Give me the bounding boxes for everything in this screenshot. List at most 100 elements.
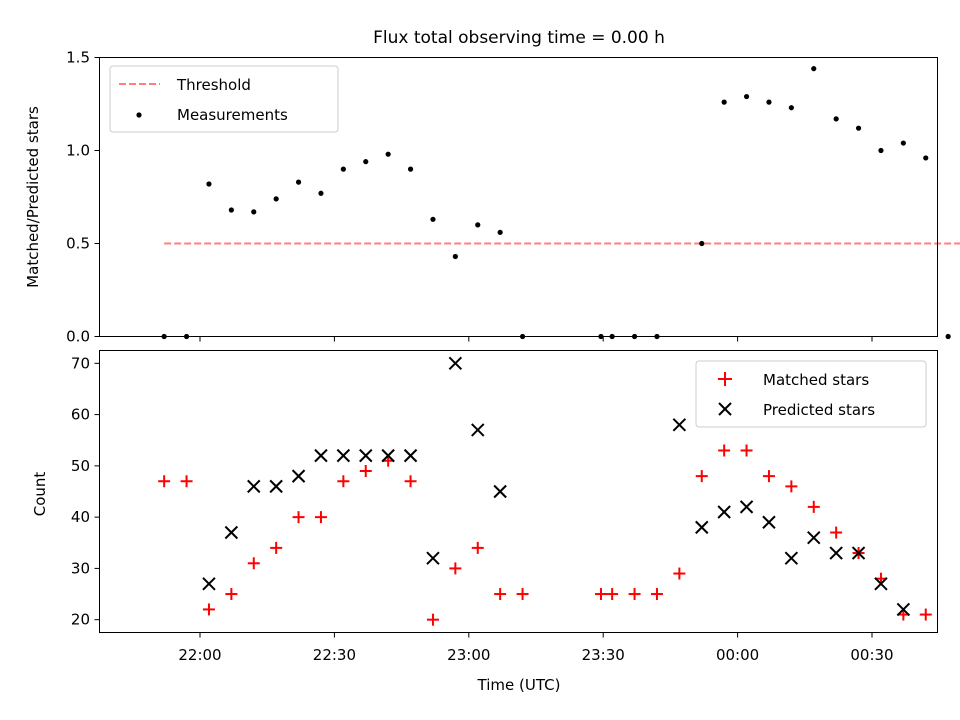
measurement-point-21 xyxy=(699,240,705,247)
top-panel-y-ticks: 0.0 0.5 1.0 1.5 xyxy=(66,49,100,346)
measurement-point-8 xyxy=(340,166,346,172)
predicted-point-7 xyxy=(359,448,373,463)
predicted-point-15 xyxy=(695,520,709,535)
measurement-point-13 xyxy=(452,253,458,260)
measurement-point-9 xyxy=(363,159,369,165)
measurement-point-15 xyxy=(497,229,503,235)
matched-point-23 xyxy=(718,444,731,457)
matched-point-32 xyxy=(919,608,932,621)
measurement-point-32 xyxy=(945,333,951,340)
x-tick-label-0: 22:00 xyxy=(178,646,221,664)
top-panel-x-ticks xyxy=(199,336,873,342)
matched-point-17 xyxy=(594,588,607,601)
top-panel-y-axis-label: Matched/Predicted stars xyxy=(24,106,42,288)
measurement-point-24 xyxy=(766,99,772,105)
measurement-point-6 xyxy=(295,179,302,185)
measurement-point-7 xyxy=(318,190,324,196)
predicted-point-23 xyxy=(874,577,888,591)
matched-point-15 xyxy=(494,588,507,601)
bottom-legend-box xyxy=(695,360,927,428)
top-panel-frame xyxy=(99,57,938,337)
matched-point-8 xyxy=(337,475,350,488)
legend-matched-swatch xyxy=(718,372,732,386)
bottom-panel-marks xyxy=(158,356,932,626)
legend-measurements-label: Measurements xyxy=(177,106,288,124)
legend-measurements-swatch xyxy=(136,112,142,118)
measurement-point-31 xyxy=(923,155,929,161)
matched-point-25 xyxy=(762,470,775,483)
bottom-panel-legend: Matched stars Predicted stars xyxy=(695,360,927,428)
measurement-point-11 xyxy=(407,166,414,172)
predicted-point-2 xyxy=(247,479,261,494)
matched-point-2 xyxy=(202,603,215,616)
x-axis-label: Time (UTC) xyxy=(477,676,561,694)
measurement-point-27 xyxy=(833,116,839,122)
predicted-point-0 xyxy=(202,577,216,591)
legend-predicted-label: Predicted stars xyxy=(763,401,875,419)
predicted-point-4 xyxy=(291,469,306,483)
predicted-point-13 xyxy=(493,484,507,499)
matched-point-7 xyxy=(314,511,327,524)
bottom-y-tick-label-1: 30 xyxy=(71,559,90,577)
legend-predicted-swatch xyxy=(718,402,732,416)
measurement-point-22 xyxy=(721,99,727,105)
matched-point-13 xyxy=(449,562,462,575)
measurement-point-29 xyxy=(878,147,884,154)
predicted-point-11 xyxy=(448,356,463,371)
matched-point-3 xyxy=(225,588,238,601)
bottom-panel-y-ticks: 20 30 40 50 60 70 xyxy=(71,354,100,629)
x-tick-label-3: 23:30 xyxy=(582,646,625,664)
measurement-point-14 xyxy=(475,222,481,228)
matched-point-28 xyxy=(830,526,843,539)
measurement-point-26 xyxy=(811,66,817,72)
legend-matched-label: Matched stars xyxy=(763,371,869,389)
measurement-point-4 xyxy=(251,209,257,215)
predicted-point-19 xyxy=(784,551,799,565)
matched-point-26 xyxy=(785,480,798,493)
predicted-point-20 xyxy=(807,530,821,545)
predicted-point-9 xyxy=(403,448,418,463)
x-tick-label-2: 23:00 xyxy=(447,646,490,664)
matched-point-6 xyxy=(292,511,305,524)
measurement-point-28 xyxy=(855,125,862,131)
x-tick-label-4: 00:00 xyxy=(716,646,759,664)
predicted-point-16 xyxy=(717,505,731,519)
predicted-point-8 xyxy=(381,448,395,463)
predicted-point-22 xyxy=(851,546,866,560)
bottom-y-tick-label-5: 70 xyxy=(71,354,90,372)
bottom-panel-frame xyxy=(99,350,938,633)
predicted-point-6 xyxy=(336,448,351,463)
bottom-y-tick-label-2: 40 xyxy=(71,508,90,526)
measurement-point-10 xyxy=(385,151,391,157)
bottom-panel-y-axis-label: Count xyxy=(31,472,49,517)
predicted-point-3 xyxy=(269,479,283,494)
matched-point-27 xyxy=(807,500,820,513)
x-tick-label-1: 22:30 xyxy=(313,646,356,664)
legend-threshold-label: Threshold xyxy=(176,76,251,94)
predicted-point-14 xyxy=(672,418,687,432)
matched-point-12 xyxy=(426,613,439,626)
measurement-point-30 xyxy=(900,140,906,146)
matched-point-21 xyxy=(673,567,686,580)
measurement-point-25 xyxy=(788,105,794,111)
matched-point-1 xyxy=(180,475,193,488)
matched-point-19 xyxy=(628,588,641,601)
top-y-tick-label-3: 1.5 xyxy=(66,49,90,67)
top-y-tick-label-2: 1.0 xyxy=(66,142,90,160)
measurement-point-23 xyxy=(743,93,750,100)
top-panel-legend: Threshold Measurements xyxy=(109,65,339,133)
bottom-y-tick-label-0: 20 xyxy=(71,611,90,629)
matched-point-14 xyxy=(471,541,484,554)
top-panel-title: Flux total observing time = 0.00 h xyxy=(373,28,665,48)
measurement-point-2 xyxy=(206,181,212,187)
x-tick-label-5: 00:30 xyxy=(850,646,893,664)
bottom-y-tick-label-3: 50 xyxy=(71,457,90,475)
matched-point-0 xyxy=(158,475,171,488)
predicted-point-21 xyxy=(829,546,843,560)
top-legend-box xyxy=(109,65,339,133)
measurement-point-3 xyxy=(228,207,234,213)
matched-point-11 xyxy=(404,475,417,488)
top-y-tick-label-0: 0.0 xyxy=(66,328,90,346)
measurement-point-12 xyxy=(430,216,436,222)
